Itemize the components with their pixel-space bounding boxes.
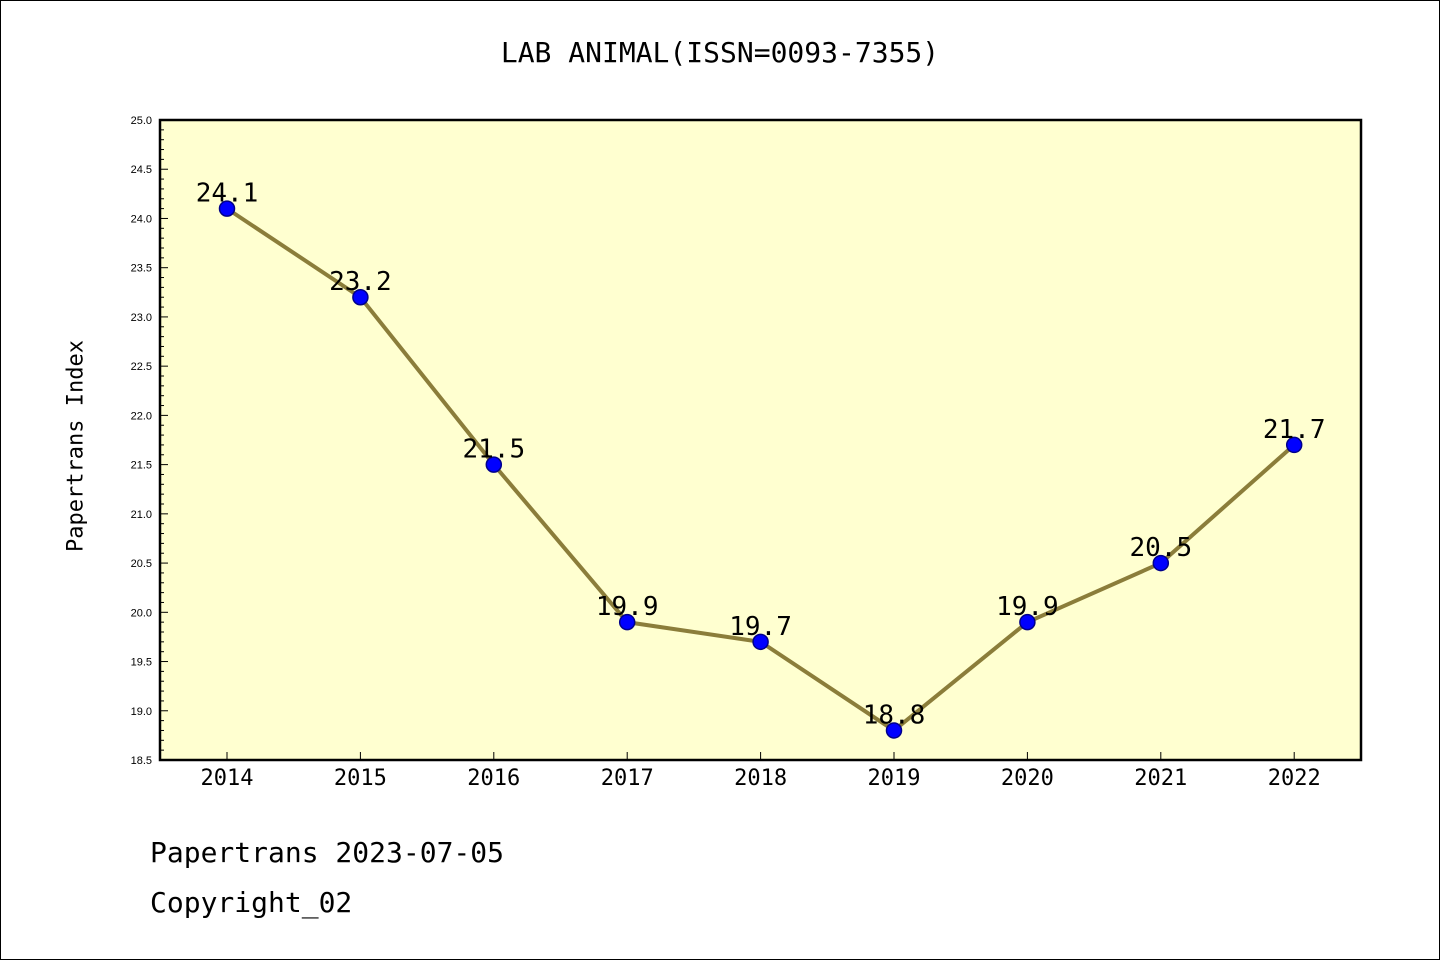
footer-date: Papertrans 2023-07-05 xyxy=(150,836,505,869)
data-label: 18.8 xyxy=(863,700,926,730)
data-point xyxy=(618,613,636,631)
y-tick-label: 21.0 xyxy=(131,509,152,521)
data-label: 23.2 xyxy=(329,267,392,297)
y-tick-label: 25.0 xyxy=(131,115,152,127)
y-tick-label: 20.5 xyxy=(131,558,152,570)
data-point xyxy=(1285,436,1303,454)
y-tick-label: 24.0 xyxy=(131,213,152,225)
y-tick-label: 22.5 xyxy=(131,361,152,373)
data-point xyxy=(1152,554,1170,572)
x-tick-label: 2016 xyxy=(467,766,520,791)
data-point xyxy=(1019,613,1036,631)
x-tick-label: 2021 xyxy=(1134,766,1187,791)
y-axis: 18.5 19.0 19.5 20.0 20.5 21.0 21.5 22.0 22.5 23.0… xyxy=(131,115,168,767)
plot-border xyxy=(158,118,1363,762)
series-layer: 24.1 23.2 21.5 19.9 19.7 18.8 19.9 20.5 21.7 xyxy=(196,179,1326,739)
y-tick-label: 20.0 xyxy=(131,607,152,619)
data-point xyxy=(352,288,369,306)
x-tick-label: 2022 xyxy=(1268,766,1321,791)
y-tick-label: 24.5 xyxy=(131,164,152,176)
chart-title: LAB ANIMAL(ISSN=0093-7355) xyxy=(500,36,940,69)
x-axis: 2014 2015 2016 2017 2018 2019 2020 2021 2022 xyxy=(201,752,1321,791)
footer-copyright: Copyright_02 xyxy=(150,886,353,919)
x-tick-label: 2015 xyxy=(334,766,387,791)
y-tick-label: 23.0 xyxy=(131,312,152,324)
data-point xyxy=(218,200,236,217)
data-label: 19.9 xyxy=(596,592,659,622)
data-label: 21.5 xyxy=(462,435,525,465)
data-label: 21.7 xyxy=(1263,415,1326,445)
data-point xyxy=(485,456,503,473)
y-tick-label: 23.5 xyxy=(131,263,152,275)
y-tick-label: 19.0 xyxy=(131,706,152,718)
data-point xyxy=(885,722,903,739)
y-tick-label: 21.5 xyxy=(131,460,152,472)
y-tick-label: 19.5 xyxy=(131,657,152,669)
x-tick-label: 2019 xyxy=(868,766,921,791)
x-tick-label: 2017 xyxy=(601,766,654,791)
x-tick-label: 2018 xyxy=(734,766,787,791)
y-tick-label: 22.0 xyxy=(131,410,152,422)
data-label: 20.5 xyxy=(1129,533,1192,563)
plot-area xyxy=(160,120,1361,760)
data-point xyxy=(752,633,769,651)
x-tick-label: 2014 xyxy=(201,766,254,791)
data-label: 19.9 xyxy=(996,592,1059,622)
x-tick-label: 2020 xyxy=(1001,766,1054,791)
data-label: 24.1 xyxy=(196,179,259,209)
data-label: 19.7 xyxy=(729,612,792,642)
y-tick-label: 18.5 xyxy=(131,755,152,767)
